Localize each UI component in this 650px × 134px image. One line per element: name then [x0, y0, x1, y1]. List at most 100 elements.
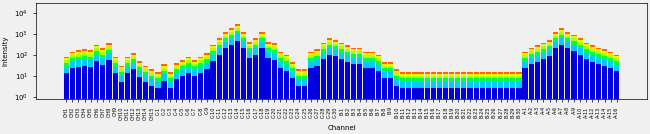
- Bar: [412, 88, 417, 103]
- Bar: [82, 53, 87, 56]
- Bar: [510, 88, 515, 103]
- Bar: [480, 78, 485, 82]
- Bar: [320, 49, 326, 53]
- Bar: [180, 70, 185, 77]
- Bar: [64, 67, 69, 73]
- Bar: [259, 34, 265, 36]
- Bar: [369, 62, 374, 68]
- Bar: [455, 72, 460, 74]
- Bar: [498, 78, 503, 82]
- Bar: [400, 76, 406, 78]
- Bar: [278, 55, 283, 58]
- Bar: [376, 56, 381, 58]
- Bar: [161, 71, 166, 74]
- Bar: [590, 47, 595, 49]
- Bar: [541, 59, 546, 103]
- Bar: [388, 78, 393, 103]
- Bar: [88, 54, 93, 57]
- Bar: [571, 38, 577, 41]
- Bar: [192, 64, 197, 66]
- Bar: [64, 58, 69, 60]
- Bar: [174, 73, 179, 79]
- Bar: [510, 82, 515, 88]
- Bar: [259, 36, 265, 38]
- Bar: [510, 78, 515, 82]
- Bar: [174, 63, 179, 65]
- Bar: [241, 48, 246, 103]
- Bar: [235, 41, 240, 103]
- Bar: [419, 76, 424, 78]
- Bar: [528, 54, 534, 57]
- Bar: [296, 76, 302, 79]
- Bar: [394, 76, 399, 79]
- Bar: [229, 38, 234, 45]
- Bar: [94, 45, 99, 46]
- Bar: [290, 78, 295, 103]
- Bar: [76, 67, 81, 103]
- Bar: [119, 66, 124, 67]
- Bar: [437, 82, 442, 88]
- Bar: [449, 74, 454, 76]
- Bar: [480, 82, 485, 88]
- Bar: [155, 82, 161, 88]
- Bar: [388, 64, 393, 66]
- Bar: [602, 66, 607, 103]
- Bar: [419, 88, 424, 103]
- Bar: [216, 38, 222, 40]
- Bar: [254, 55, 259, 103]
- Bar: [406, 74, 411, 76]
- Bar: [112, 63, 118, 67]
- Bar: [137, 77, 142, 103]
- Bar: [492, 72, 497, 74]
- Bar: [467, 78, 473, 82]
- Bar: [480, 88, 485, 103]
- Bar: [186, 73, 191, 103]
- Bar: [559, 32, 564, 35]
- Bar: [376, 58, 381, 61]
- Bar: [272, 43, 277, 45]
- Bar: [480, 72, 485, 74]
- Bar: [198, 67, 203, 73]
- Bar: [204, 57, 209, 59]
- Bar: [235, 31, 240, 34]
- Bar: [462, 88, 467, 103]
- Bar: [174, 79, 179, 103]
- Bar: [235, 34, 240, 41]
- Bar: [327, 45, 332, 48]
- Bar: [486, 76, 491, 78]
- Bar: [259, 38, 265, 42]
- Bar: [388, 66, 393, 68]
- Bar: [553, 38, 558, 42]
- Bar: [296, 73, 302, 76]
- Bar: [467, 76, 473, 78]
- Bar: [455, 76, 460, 78]
- Bar: [247, 44, 252, 46]
- Bar: [333, 44, 338, 46]
- Bar: [94, 48, 99, 51]
- Bar: [223, 38, 228, 42]
- Bar: [614, 65, 619, 71]
- Bar: [462, 78, 467, 82]
- Bar: [523, 55, 528, 58]
- Bar: [168, 78, 173, 82]
- Bar: [363, 58, 369, 62]
- Bar: [608, 62, 614, 68]
- Bar: [174, 67, 179, 69]
- Bar: [584, 46, 589, 49]
- Bar: [577, 42, 582, 45]
- Bar: [492, 82, 497, 88]
- Bar: [168, 72, 173, 74]
- Bar: [70, 68, 75, 103]
- Bar: [412, 72, 417, 74]
- Bar: [70, 52, 75, 53]
- Bar: [541, 49, 546, 53]
- Bar: [296, 86, 302, 103]
- Bar: [516, 88, 521, 103]
- Bar: [137, 65, 142, 67]
- Bar: [272, 60, 277, 103]
- Bar: [186, 67, 191, 73]
- Bar: [437, 88, 442, 103]
- Bar: [535, 62, 540, 103]
- Bar: [100, 50, 105, 52]
- Bar: [406, 78, 411, 82]
